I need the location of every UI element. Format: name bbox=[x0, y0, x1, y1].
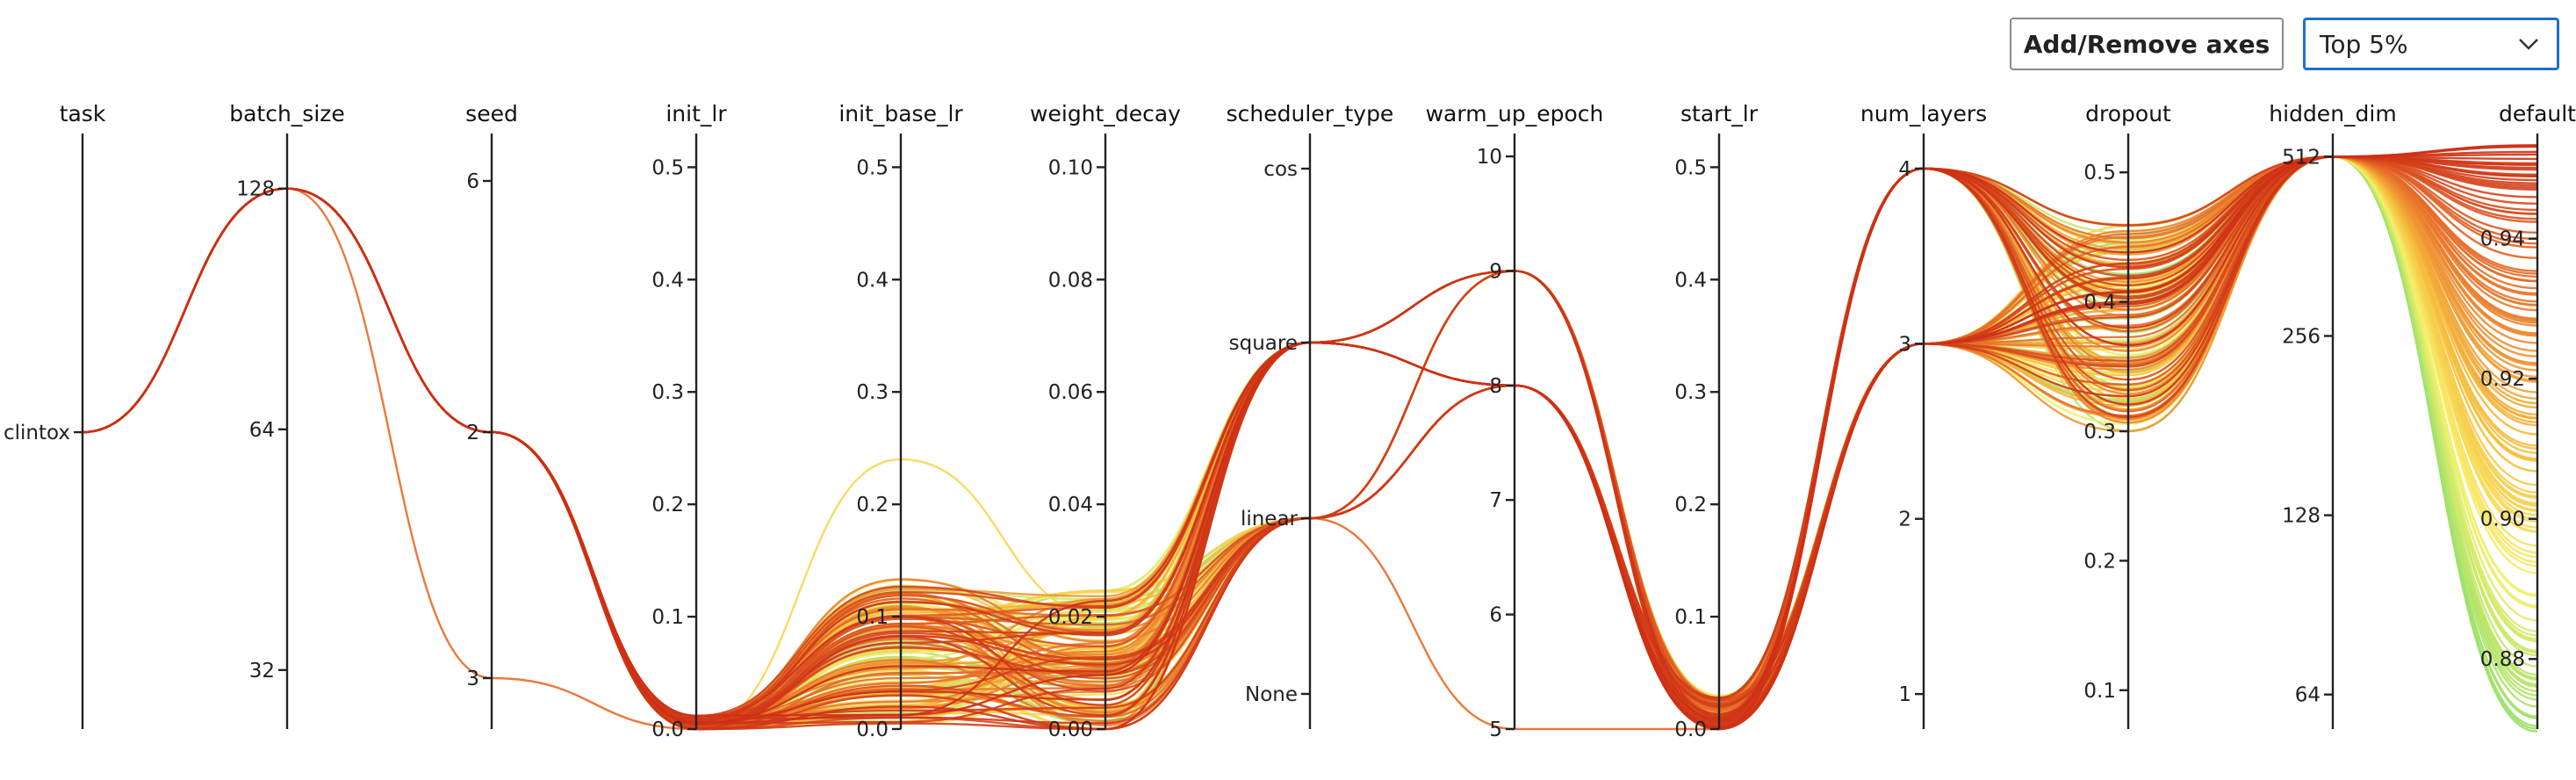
tick-label: 0.88 bbox=[2480, 648, 2525, 671]
tick-label: 1 bbox=[1898, 683, 1911, 706]
tick-label: 2 bbox=[1898, 509, 1911, 531]
tick-label: 0.5 bbox=[1674, 156, 1707, 179]
tick-label: 6 bbox=[466, 170, 479, 193]
tick-label: 0.5 bbox=[651, 156, 684, 179]
tick-label: 0.1 bbox=[856, 606, 889, 629]
axis-title: task bbox=[60, 101, 106, 126]
axis-title: dropout bbox=[2085, 101, 2171, 126]
tick-label: 0.1 bbox=[651, 606, 684, 629]
top-percent-select[interactable]: Top 5% bbox=[2303, 18, 2559, 70]
tick-label: 3 bbox=[466, 668, 479, 690]
tick-label: 0.2 bbox=[2083, 550, 2116, 573]
axis-title: default bbox=[2499, 101, 2576, 126]
tick-label: 5 bbox=[1489, 719, 1502, 741]
tick-label: 0.00 bbox=[1048, 719, 1093, 741]
tick-label: 0.0 bbox=[856, 719, 889, 741]
axis-title: batch_size bbox=[229, 101, 345, 126]
tick-label: 0.1 bbox=[1674, 606, 1707, 629]
axis-default[interactable]: default 0.88 0.90 0.92 0.94 bbox=[2480, 101, 2576, 729]
tick-label: 0.10 bbox=[1048, 156, 1093, 179]
tick-label: 10 bbox=[1477, 146, 1502, 169]
tick-label: cos bbox=[1263, 158, 1298, 181]
tick-label: 512 bbox=[2282, 146, 2321, 169]
tick-label: 0.4 bbox=[2083, 292, 2116, 314]
tick-label: 0.3 bbox=[2083, 421, 2116, 444]
tick-label: 4 bbox=[1898, 158, 1911, 181]
tick-label: 256 bbox=[2282, 325, 2321, 348]
axis-title: seed bbox=[465, 101, 518, 126]
axis-title: scheduler_type bbox=[1227, 101, 1394, 126]
tick-label: 0.02 bbox=[1048, 606, 1093, 629]
tick-label: 0.3 bbox=[651, 381, 684, 404]
axis-title: num_layers bbox=[1860, 101, 1987, 126]
tick-label: 128 bbox=[2282, 505, 2321, 528]
axis-title: hidden_dim bbox=[2269, 101, 2396, 126]
tick-label: 9 bbox=[1489, 260, 1502, 283]
axis-hidden_dim[interactable]: hidden_dim 64 128 256 512 bbox=[2269, 101, 2397, 729]
chevron-down-icon bbox=[2519, 39, 2538, 50]
axis-title: init_base_lr bbox=[838, 101, 963, 126]
tick-label: 0.2 bbox=[856, 494, 889, 516]
tick-label: 64 bbox=[2295, 684, 2321, 707]
axis-title: warm_up_epoch bbox=[1426, 101, 1604, 126]
tick-label: 0.4 bbox=[651, 269, 684, 292]
axis-num_layers[interactable]: num_layers 1 2 3 4 bbox=[1860, 101, 1987, 729]
axis-title: start_lr bbox=[1680, 101, 1759, 126]
tick-label: 0.1 bbox=[2083, 680, 2116, 703]
tick-label: 64 bbox=[249, 419, 275, 442]
tick-label: 0.94 bbox=[2480, 228, 2525, 251]
top-percent-select-value: Top 5% bbox=[2320, 29, 2408, 59]
tick-label: 128 bbox=[236, 178, 275, 201]
tick-label: 3 bbox=[1898, 333, 1911, 356]
tick-label: 7 bbox=[1489, 489, 1502, 512]
axis-scheduler_type[interactable]: scheduler_type None linear square cos bbox=[1227, 101, 1394, 729]
tick-label: 0.4 bbox=[856, 269, 889, 292]
axis-weight_decay[interactable]: weight_decay 0.00 0.02 0.04 0.06 0.08 0.10 bbox=[1030, 101, 1181, 741]
tick-label: 0.3 bbox=[1674, 381, 1707, 404]
axis-dropout[interactable]: dropout 0.1 0.2 0.3 0.4 0.5 bbox=[2083, 101, 2171, 729]
tick-label: 0.04 bbox=[1048, 494, 1093, 516]
tick-label: 0.5 bbox=[856, 156, 889, 179]
add-remove-axes-button[interactable]: Add/Remove axes bbox=[2010, 18, 2284, 70]
tick-label: 2 bbox=[466, 422, 479, 444]
axis-warm_up_epoch[interactable]: warm_up_epoch 5 6 7 8 9 10 bbox=[1426, 101, 1604, 741]
axes-layer: taskclintoxbatch_size3264128seed623init_… bbox=[4, 101, 2576, 741]
tick-label: 6 bbox=[1489, 604, 1502, 627]
tick-label: 0.2 bbox=[651, 494, 684, 516]
tick-label: 0.3 bbox=[856, 381, 889, 404]
tick-label: 0.5 bbox=[2083, 162, 2116, 184]
axis-title: weight_decay bbox=[1030, 101, 1181, 126]
axis-start_lr[interactable]: start_lr 0.0 0.1 0.2 0.3 0.4 0.5 bbox=[1674, 101, 1758, 741]
tick-label: 0.92 bbox=[2480, 368, 2525, 391]
tick-label: square bbox=[1229, 332, 1298, 355]
tick-label: linear bbox=[1241, 508, 1299, 531]
tick-label: None bbox=[1245, 683, 1298, 706]
tick-label: 0.0 bbox=[651, 719, 684, 741]
tick-label: 0.2 bbox=[1674, 494, 1707, 516]
toolbar: Add/Remove axes Top 5% bbox=[2010, 18, 2559, 74]
axis-seed[interactable]: seed 6 2 3 bbox=[465, 101, 518, 729]
data-polyline bbox=[82, 144, 2538, 728]
tick-label: 8 bbox=[1489, 375, 1502, 398]
axis-init_base_lr[interactable]: init_base_lr 0.0 0.1 0.2 0.3 0.4 0.5 bbox=[838, 101, 963, 741]
tick-label: 0.08 bbox=[1048, 269, 1093, 292]
tick-label: clintox bbox=[4, 422, 70, 444]
tick-label: 0.4 bbox=[1674, 269, 1707, 292]
axis-task[interactable]: task clintox bbox=[4, 101, 106, 729]
axis-title: init_lr bbox=[666, 101, 727, 126]
axis-batch_size[interactable]: batch_size 32 64 128 bbox=[229, 101, 345, 729]
tick-label: 0.0 bbox=[1674, 719, 1707, 741]
tick-label: 32 bbox=[249, 660, 275, 682]
axis-init_lr[interactable]: init_lr 0.0 0.1 0.2 0.3 0.4 0.5 bbox=[651, 101, 727, 741]
tick-label: 0.90 bbox=[2480, 509, 2525, 531]
tick-label: 0.06 bbox=[1048, 381, 1093, 404]
